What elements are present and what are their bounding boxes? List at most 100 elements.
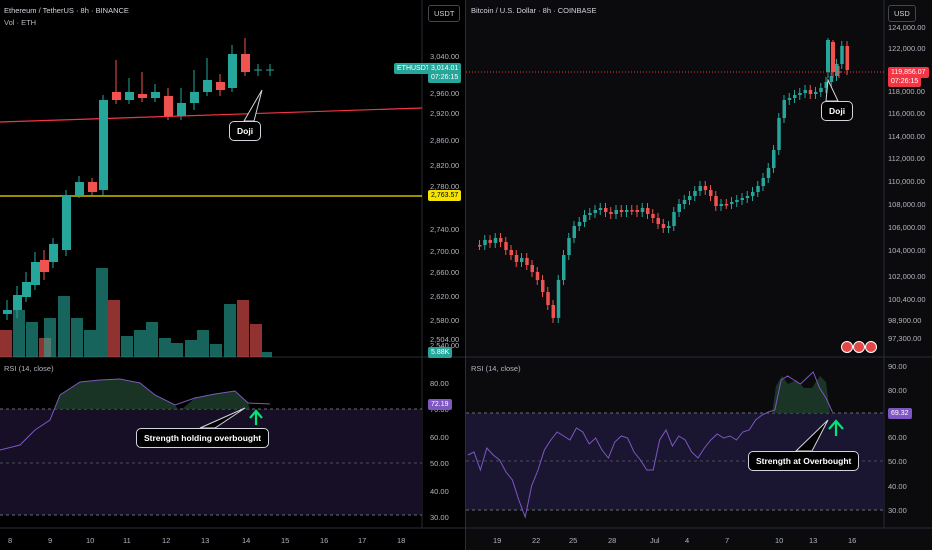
eth-rsi-label[interactable]: RSI (14, close)	[4, 364, 54, 373]
doji-callout-pointer	[825, 78, 839, 102]
rsi-overbought-fill-2	[182, 391, 250, 409]
btc-chart-canvas[interactable]	[466, 0, 932, 550]
volume-bar	[159, 338, 171, 357]
candle-body	[766, 168, 771, 178]
btc-doji-callout: Doji	[821, 101, 854, 121]
date-tick-label: 12	[162, 536, 171, 545]
volume-bar	[146, 322, 158, 357]
candle-body	[99, 100, 108, 190]
candle-body	[640, 208, 645, 212]
candle-body	[656, 218, 660, 224]
candle-body	[164, 96, 173, 116]
candle-body	[216, 82, 225, 90]
eth-countdown-tag: 07:26:15	[428, 72, 462, 83]
price-tick-label: 2,660.00	[430, 268, 460, 277]
candle-body	[593, 210, 597, 213]
price-tick-label: 2,780.00	[430, 182, 460, 191]
candle-body	[651, 214, 655, 218]
candle-body	[793, 95, 797, 98]
price-tick-label: 104,000.00	[888, 246, 926, 255]
up-arrow-icon	[828, 419, 844, 436]
candle-body	[483, 240, 487, 245]
eth-chart-panel[interactable]: Ethereum / TetherUS · 8h · BINANCE Vol ·…	[0, 0, 465, 550]
candle-body	[829, 76, 834, 82]
volume-bar	[250, 324, 262, 357]
price-tick-label: 114,000.00	[888, 132, 925, 141]
volume-bar	[224, 304, 236, 357]
price-tick-label: 108,000.00	[888, 200, 926, 209]
rsi-line	[0, 378, 271, 451]
candle-body	[693, 191, 697, 196]
eth-hline-price-tag: 2,763.57	[428, 190, 462, 201]
rsi-overbought-fill	[772, 376, 830, 413]
candle-body	[756, 186, 760, 192]
candle-body	[75, 182, 84, 195]
candle-body	[745, 196, 750, 198]
volume-bar	[121, 336, 133, 357]
price-tick-label: 2,700.00	[430, 247, 460, 256]
volume-bar	[210, 344, 222, 357]
btc-rsi-label[interactable]: RSI (14, close)	[471, 364, 521, 373]
price-tick-label: 2,960.00	[430, 89, 460, 98]
candle-body	[22, 282, 31, 297]
btc-symbol-title[interactable]: Bitcoin / U.S. Dollar · 8h · COINBASE	[471, 6, 597, 15]
candle-body	[703, 186, 708, 190]
trend-line	[0, 107, 423, 123]
price-tick-label: 124,000.00	[888, 23, 926, 32]
candle-body	[546, 292, 550, 305]
btc-rsi-value-tag: 69.32	[888, 408, 912, 419]
candle-body	[151, 92, 160, 98]
events-icons[interactable]	[835, 341, 880, 353]
eth-volume-label[interactable]: Vol · ETH	[4, 18, 37, 27]
candle-body	[840, 46, 844, 64]
candle-body	[604, 208, 608, 212]
candle-body	[814, 92, 818, 94]
eth-symbol-title[interactable]: Ethereum / TetherUS · 8h · BINANCE	[4, 6, 129, 15]
date-tick-label: 16	[848, 536, 857, 545]
candle-body	[735, 200, 739, 202]
candle-body	[740, 198, 744, 200]
price-tick-label: 98,900.00	[888, 316, 922, 325]
candle-body	[88, 182, 97, 192]
candle-body	[31, 262, 40, 285]
event-icon[interactable]	[841, 341, 853, 353]
date-tick-label: 28	[608, 536, 617, 545]
candle-body	[845, 46, 849, 70]
candle-body	[598, 208, 603, 210]
date-tick-label: 22	[532, 536, 541, 545]
date-tick-label: 17	[358, 536, 367, 545]
eth-quote-currency-button[interactable]: USDT	[428, 5, 461, 22]
eth-volume-tag: 5.88K	[428, 347, 453, 358]
candle-body	[562, 255, 566, 280]
rsi-tick-label: 50.00	[888, 457, 907, 466]
candle-body	[49, 244, 58, 262]
candle-body	[803, 90, 807, 93]
candle-body	[530, 265, 534, 272]
date-tick-label: 7	[725, 536, 730, 545]
volume-bar	[84, 330, 96, 357]
rsi-tick-label: 40.00	[430, 487, 449, 496]
candle-body	[583, 215, 587, 222]
event-icon[interactable]	[853, 341, 865, 353]
candle-body	[514, 255, 519, 262]
candle-body	[504, 242, 508, 250]
candle-body	[787, 98, 792, 100]
candle-body	[824, 82, 828, 88]
candle-body	[62, 196, 71, 250]
candle-body	[493, 238, 498, 243]
candle-body	[588, 213, 592, 215]
candle-body	[541, 280, 545, 292]
price-tick-label: 2,540.00	[430, 341, 460, 350]
panel-divider[interactable]	[465, 0, 466, 550]
date-tick-label: 13	[809, 536, 818, 545]
eth-chart-canvas[interactable]	[0, 0, 465, 550]
volume-bar	[108, 300, 120, 357]
rsi-tick-label: 40.00	[888, 482, 907, 491]
btc-chart-panel[interactable]: Bitcoin / U.S. Dollar · 8h · COINBASE US…	[466, 0, 932, 550]
btc-quote-currency-button[interactable]: USD	[888, 5, 916, 22]
event-icon[interactable]	[865, 341, 877, 353]
candle-body	[619, 210, 624, 212]
date-tick-label: 10	[86, 536, 95, 545]
up-arrow-icon	[249, 409, 263, 425]
rsi-tick-label: 80.00	[430, 379, 449, 388]
